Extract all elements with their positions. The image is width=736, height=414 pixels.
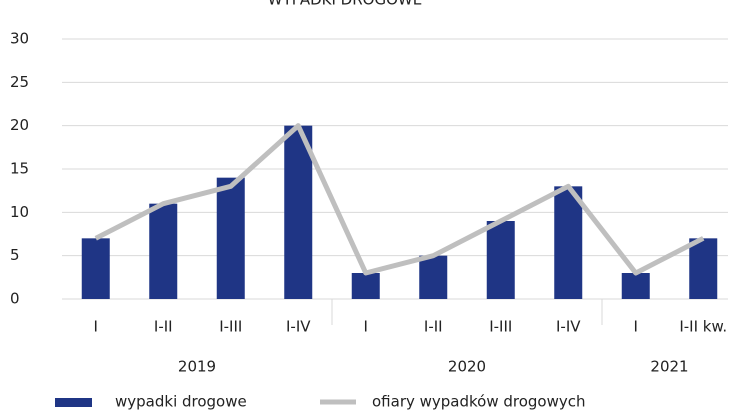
y-tick-label: 15 bbox=[10, 160, 29, 178]
bar bbox=[621, 273, 650, 299]
x-tick-label: I-II bbox=[424, 318, 443, 336]
x-tick-label: I bbox=[634, 318, 638, 336]
group-label: 2021 bbox=[650, 358, 688, 376]
line bbox=[94, 123, 705, 276]
x-tick-label: I-IV bbox=[286, 318, 311, 336]
bar bbox=[216, 177, 245, 299]
x-tick-label: I bbox=[364, 318, 368, 336]
bar bbox=[81, 238, 110, 299]
x-tick-label: I-III bbox=[219, 318, 242, 336]
legend-label: wypadki drogowe bbox=[115, 393, 247, 411]
group-label: 2020 bbox=[448, 358, 486, 376]
bar bbox=[486, 221, 515, 299]
legend-label: ofiary wypadków drogowych bbox=[372, 393, 586, 411]
bar bbox=[149, 203, 178, 299]
group-label: 2019 bbox=[178, 358, 216, 376]
bar bbox=[284, 125, 313, 300]
bar bbox=[419, 255, 448, 299]
bar bbox=[689, 238, 718, 299]
bar bbox=[554, 186, 583, 299]
x-tick-label: I-III bbox=[489, 318, 512, 336]
x-tick-label: I-II bbox=[154, 318, 173, 336]
y-tick-label: 25 bbox=[10, 73, 29, 91]
legend-swatch bbox=[55, 398, 92, 407]
x-tick-label: I bbox=[94, 318, 98, 336]
chart-title: WYPADKI DROGOWE bbox=[268, 0, 422, 9]
x-tick-label: I-IV bbox=[556, 318, 581, 336]
bar bbox=[351, 273, 380, 299]
y-tick-label: 10 bbox=[10, 203, 29, 221]
y-tick-label: 20 bbox=[10, 116, 29, 134]
y-tick-label: 0 bbox=[10, 290, 20, 308]
y-tick-label: 30 bbox=[10, 30, 29, 48]
x-tick-label: I-II kw. bbox=[679, 318, 727, 336]
y-tick-label: 5 bbox=[10, 246, 20, 264]
